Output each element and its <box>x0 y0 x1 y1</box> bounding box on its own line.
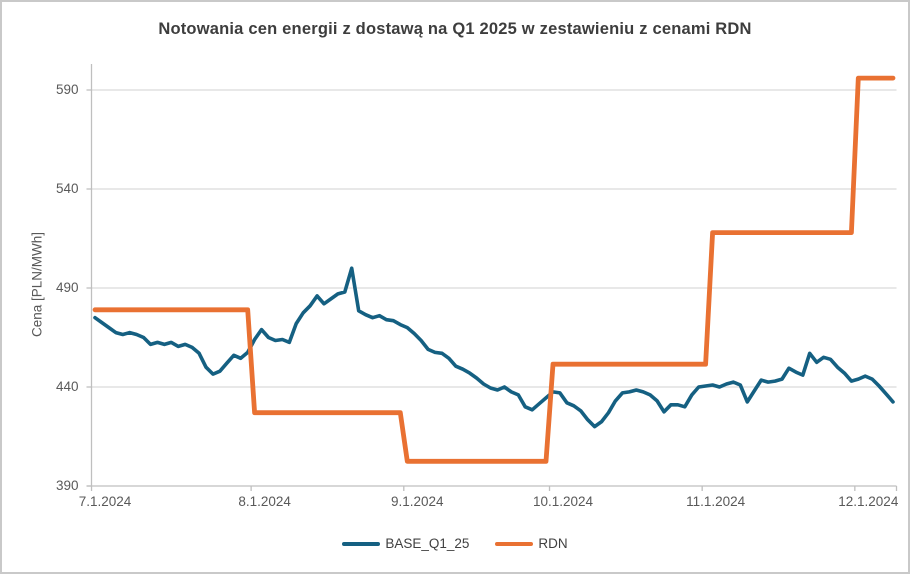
x-tick-label: 10.1.2024 <box>532 494 593 509</box>
legend: BASE_Q1_25 RDN <box>0 536 910 551</box>
x-tick-label: 8.1.2024 <box>238 494 291 509</box>
x-tick-label: 9.1.2024 <box>390 494 444 509</box>
y-tick-label: 540 <box>55 181 79 196</box>
y-tick-label: 440 <box>55 379 79 394</box>
series-line-base_q1_25 <box>93 266 895 429</box>
x-tick-label: 11.1.2024 <box>686 494 746 509</box>
y-tick-label: 390 <box>55 478 79 493</box>
legend-item-rdn: RDN <box>495 536 568 551</box>
y-tick-label: 490 <box>55 280 79 295</box>
series-line-rdn <box>92 75 896 464</box>
legend-swatch-rdn <box>495 541 534 546</box>
x-tick-label: 12.1.2024 <box>838 494 899 509</box>
legend-item-base-q1-25: BASE_Q1_25 <box>342 536 469 551</box>
legend-label-base-q1-25: BASE_Q1_25 <box>385 536 470 551</box>
legend-label-rdn: RDN <box>538 536 568 551</box>
chart-title: Notowania cen energii z dostawą na Q1 20… <box>158 20 752 38</box>
x-tick-label: 7.1.2024 <box>78 494 132 509</box>
y-tick-label: 590 <box>55 82 79 97</box>
legend-swatch-base-q1-25 <box>342 541 381 546</box>
